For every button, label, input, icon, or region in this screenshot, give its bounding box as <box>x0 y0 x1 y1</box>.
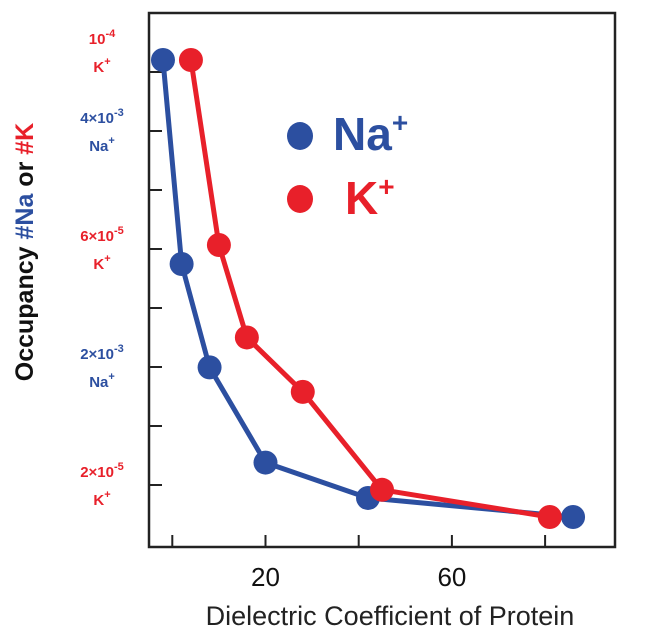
y-axis-title: Occupancy #Na or #K <box>11 123 39 381</box>
data-point-na <box>561 505 586 529</box>
y-annotation-ion: K+ <box>93 253 110 273</box>
data-point-na <box>197 355 222 380</box>
y-annotation-ion: K+ <box>93 56 110 76</box>
series-line-na <box>160 59 574 520</box>
plot-frame <box>147 11 617 549</box>
y-axis-annotations: 10-4 K+ 4×10-3 Na+ 6×10-5 K+ 2×10-3 Na+ 2×10-5 K+ <box>80 28 124 509</box>
y-annotation: 6×10-5 K+ <box>80 225 124 273</box>
y-annotation-ion: Na+ <box>89 135 115 155</box>
y-axis-ticks <box>149 71 162 486</box>
x-tick-label: 60 <box>437 562 466 592</box>
legend-marker-na <box>287 122 313 150</box>
series-line-k <box>188 59 551 520</box>
y-annotation-value: 2×10-5 <box>80 461 124 481</box>
legend-label-na: Na+ <box>333 107 408 160</box>
y-annotation-ion: Na+ <box>89 371 115 391</box>
series-layer <box>150 48 586 529</box>
y-annotation-ion: K+ <box>93 489 110 509</box>
data-point-k <box>206 232 231 257</box>
data-point-na <box>169 252 194 277</box>
y-annotation: 2×10-5 K+ <box>80 461 124 509</box>
y-annotation-value: 10-4 <box>89 28 116 48</box>
y-annotation-value: 2×10-3 <box>80 343 124 363</box>
x-tick-label: 20 <box>251 562 280 592</box>
data-point-na <box>150 48 175 72</box>
data-point-k <box>537 505 562 529</box>
x-axis-label: Dielectric Coefficient of Protein <box>206 601 575 631</box>
data-point-k <box>178 48 203 72</box>
data-point-k <box>234 325 259 350</box>
legend-marker-k <box>287 185 313 213</box>
y-annotation: 4×10-3 Na+ <box>80 107 124 155</box>
y-annotation: 10-4 K+ <box>89 28 116 76</box>
data-point-k <box>370 477 394 502</box>
legend-label-k: K+ <box>345 171 395 224</box>
legend: Na+ K+ <box>287 107 408 224</box>
y-annotation: 2×10-3 Na+ <box>80 343 124 391</box>
data-point-na <box>253 450 278 475</box>
y-annotation-value: 4×10-3 <box>80 107 124 127</box>
y-annotation-value: 6×10-5 <box>80 225 124 245</box>
y-axis-title-text: Occupancy #Na or #K <box>11 123 39 381</box>
data-point-k <box>290 379 315 404</box>
x-axis-ticks: 20 60 <box>171 535 547 592</box>
